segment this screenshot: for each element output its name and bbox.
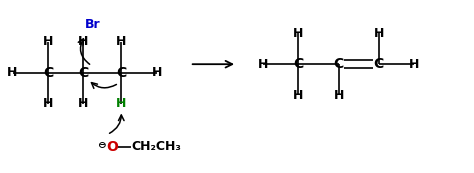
Text: O: O [106,140,118,154]
Text: H: H [116,97,127,110]
Text: C: C [43,66,53,80]
Text: C: C [78,66,89,80]
Text: H: H [293,89,304,102]
Text: H: H [258,58,268,71]
Text: H: H [409,58,419,71]
Text: C: C [334,57,344,71]
Text: H: H [78,97,89,110]
Text: H: H [43,97,53,110]
Text: CH₂CH₃: CH₂CH₃ [132,140,182,153]
Text: C: C [116,66,127,80]
Text: H: H [7,66,18,79]
Text: C: C [374,57,384,71]
Text: H: H [374,27,384,40]
Text: H: H [333,89,344,102]
Text: C: C [293,57,303,71]
Text: H: H [152,66,162,79]
Text: Br: Br [85,18,100,31]
Text: H: H [293,27,304,40]
Text: H: H [116,35,127,48]
Text: H: H [43,35,53,48]
Text: H: H [78,35,89,48]
Text: ⊖: ⊖ [97,140,106,150]
